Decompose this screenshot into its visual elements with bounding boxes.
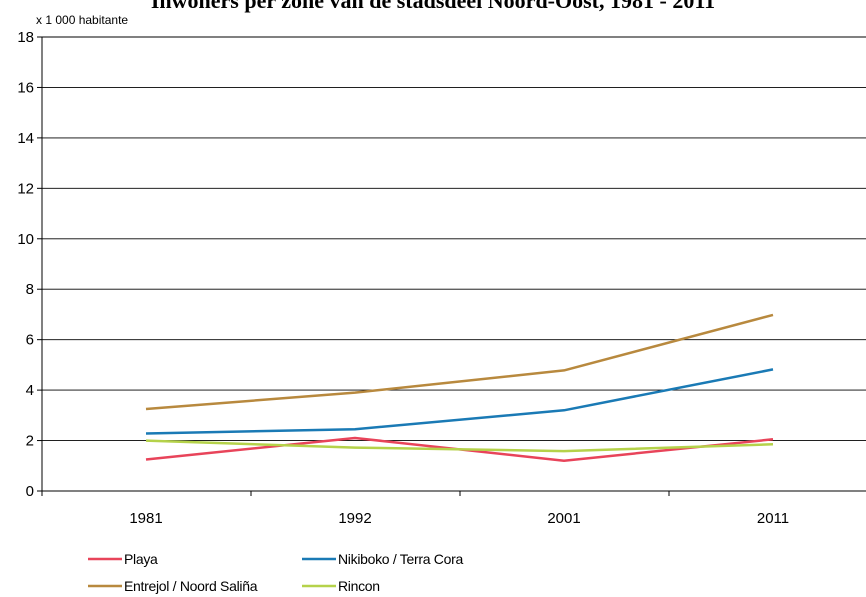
legend-label: Playa xyxy=(124,551,158,567)
y-tick-label: 0 xyxy=(26,483,34,500)
series-line-1 xyxy=(145,368,774,435)
legend-label: Rincon xyxy=(338,578,380,594)
y-tick-label: 6 xyxy=(26,332,34,349)
x-tick-label: 1981 xyxy=(129,510,162,527)
gridlines xyxy=(42,36,866,442)
y-tick-label: 14 xyxy=(17,130,34,147)
x-tick-label: 1992 xyxy=(338,510,371,527)
legend: Playa Nikiboko / Terra Cora Entrejol / Noo… xyxy=(88,551,464,594)
axes xyxy=(41,37,866,492)
y-tick-label: 8 xyxy=(26,281,34,298)
series-line-3 xyxy=(145,439,774,453)
chart-title: Inwoners per zone van de stadsdeel Noord… xyxy=(151,0,715,13)
series-line-2 xyxy=(145,313,774,411)
y-tick-label: 10 xyxy=(17,231,34,248)
series-lines xyxy=(145,313,774,462)
legend-label: Nikiboko / Terra Cora xyxy=(338,551,463,567)
legend-label: Entrejol / Noord Saliña xyxy=(124,578,258,594)
x-tick-label: 2001 xyxy=(547,510,580,527)
y-tick-label: 18 xyxy=(17,29,34,46)
x-axis-ticks: 1981 1992 2001 2011 xyxy=(41,491,789,527)
y-tick-label: 16 xyxy=(17,79,34,96)
x-tick-label: 2011 xyxy=(757,510,789,527)
y-axis-ticks: 0 2 4 6 8 10 12 14 16 18 xyxy=(17,29,42,500)
y-tick-label: 4 xyxy=(26,382,34,399)
y-axis-unit-label: x 1 000 habitante xyxy=(36,13,128,27)
y-tick-label: 2 xyxy=(26,433,34,450)
y-tick-label: 12 xyxy=(17,180,34,197)
